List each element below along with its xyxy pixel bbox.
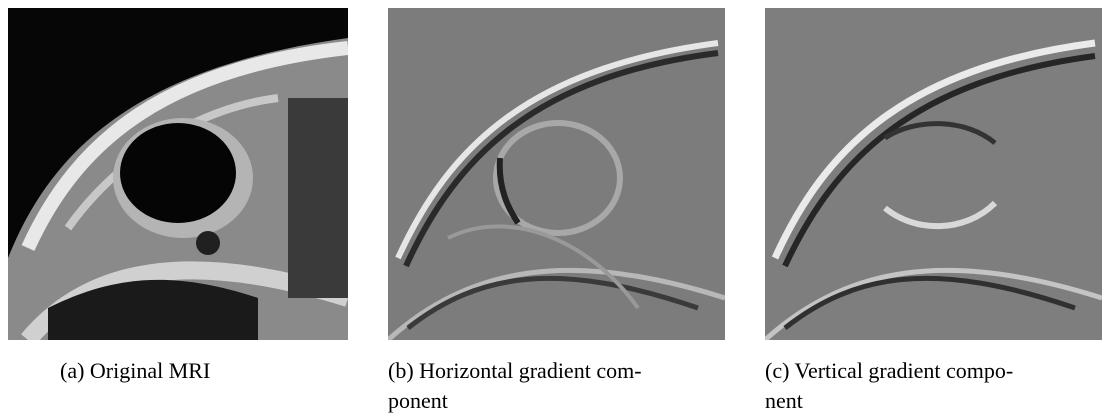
caption-line: ponent <box>388 388 448 413</box>
caption-line: (b) Horizontal gradient com- <box>388 358 642 383</box>
caption-line: (c) Vertical gradient compo- <box>765 358 1014 383</box>
caption: (a) Original MRI <box>60 356 210 386</box>
caption: (c) Vertical gradient compo-nent <box>765 356 1013 416</box>
gradient-vertical <box>765 8 1102 340</box>
caption-line: (a) Original MRI <box>60 358 211 383</box>
caption: (b) Horizontal gradient com-ponent <box>388 356 642 416</box>
caption-line: nent <box>765 388 803 413</box>
gradient-horizontal <box>388 8 725 340</box>
mri-original <box>8 8 348 340</box>
